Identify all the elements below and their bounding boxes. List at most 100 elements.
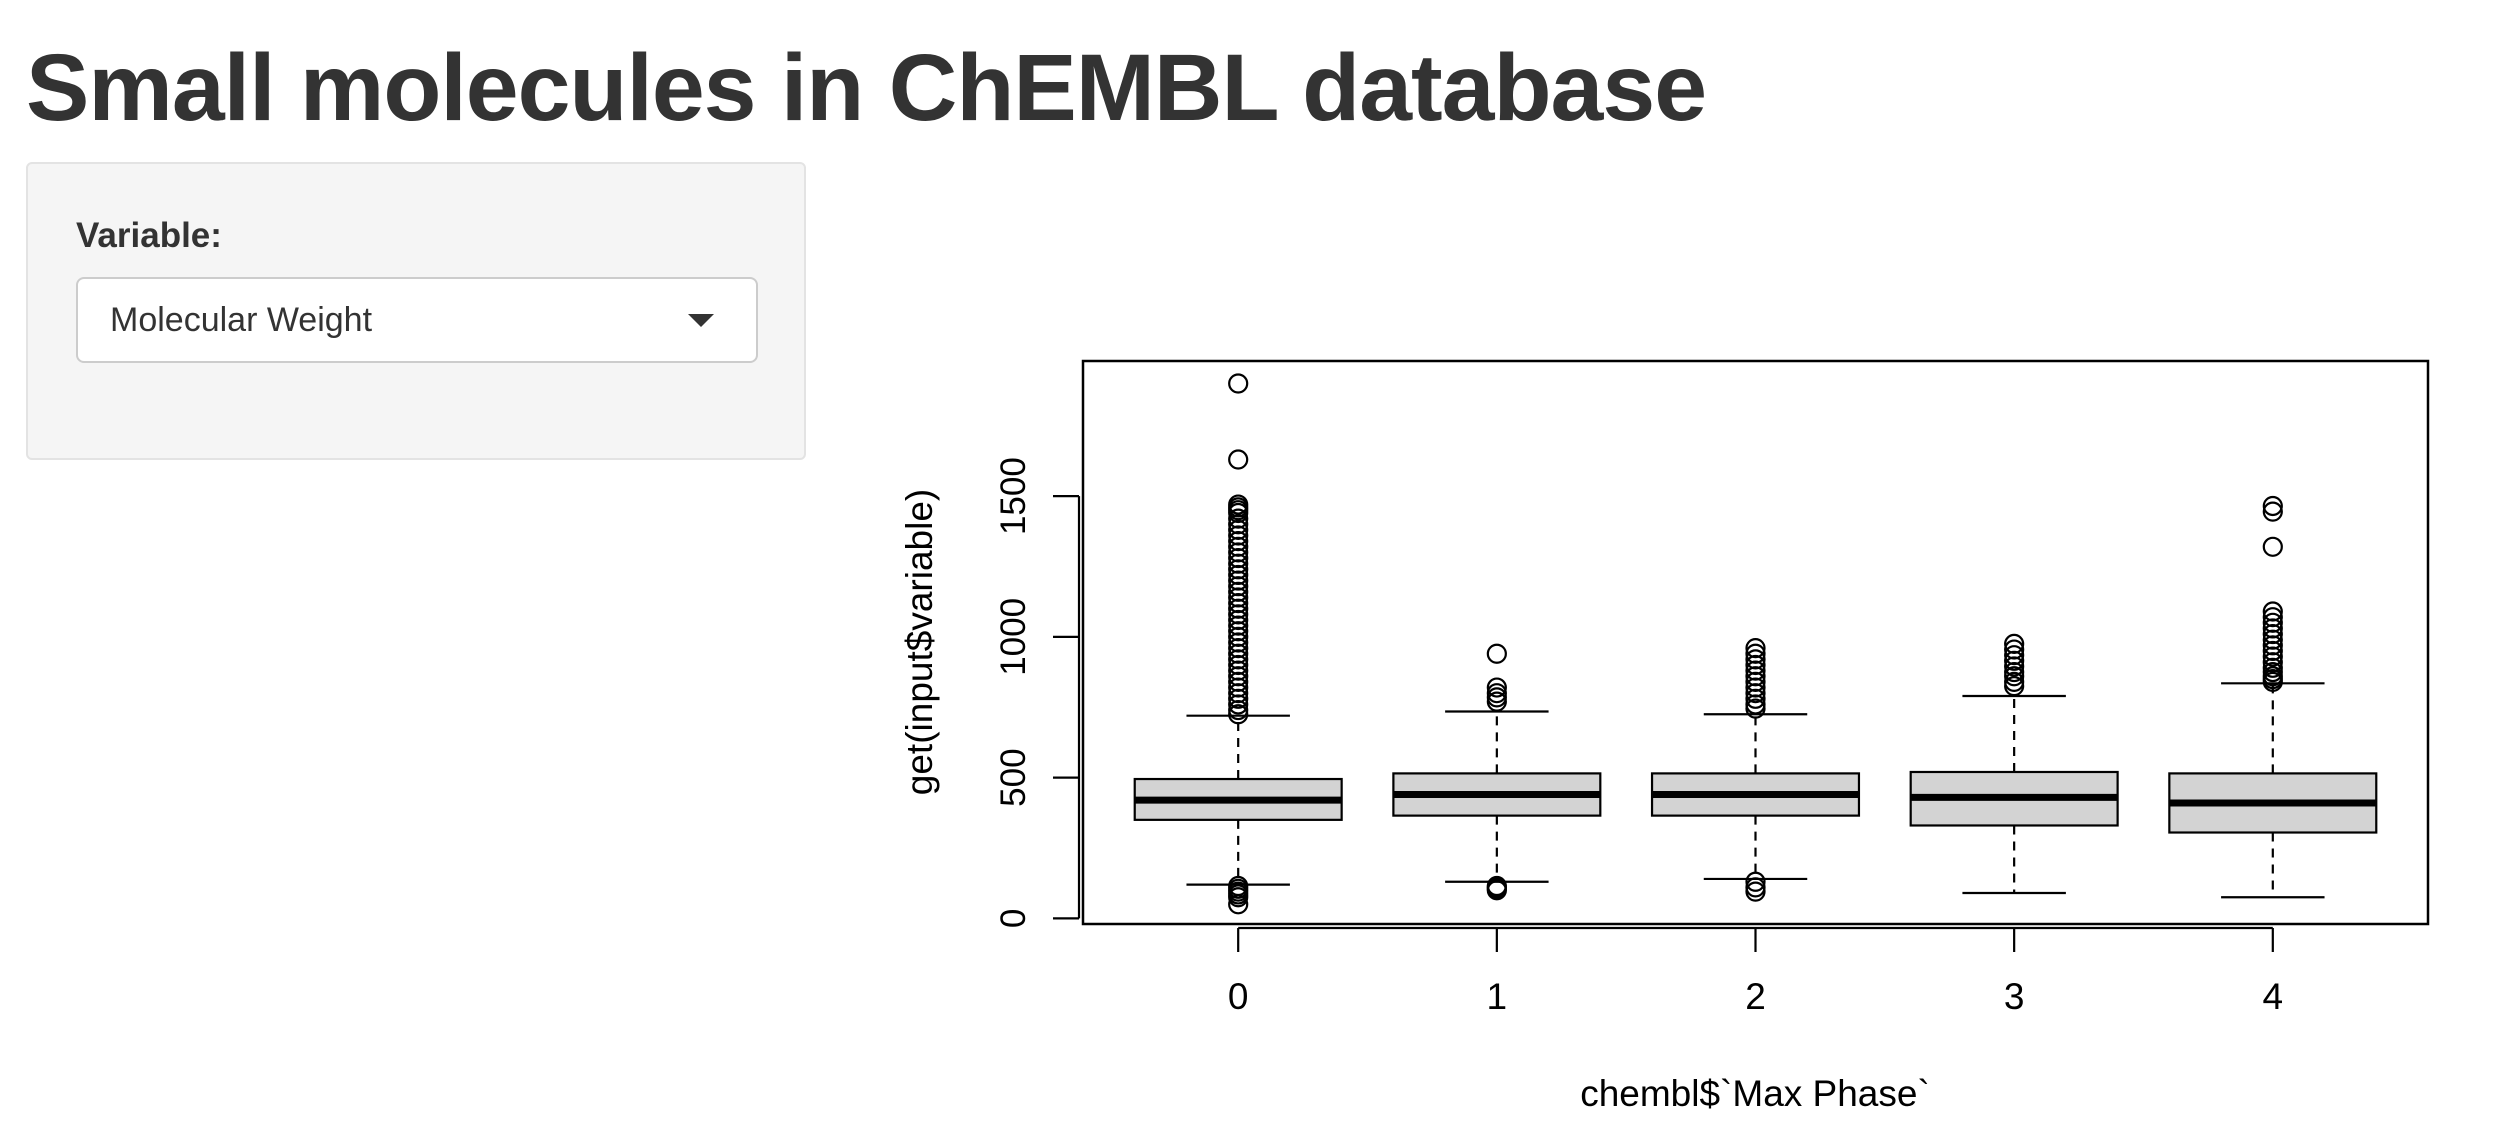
outlier-point <box>1228 609 1249 631</box>
outlier-point <box>1228 559 1249 580</box>
outlier-point <box>1228 666 1249 687</box>
outlier-point <box>1228 694 1249 715</box>
outlier-point <box>1228 531 1249 552</box>
outlier-point <box>1228 671 1249 693</box>
outlier-point <box>1228 704 1249 725</box>
outlier-point <box>2004 650 2025 671</box>
outlier-point <box>1745 881 1766 902</box>
outlier-point <box>1228 547 1249 569</box>
outlier-point <box>1228 508 1249 529</box>
outlier-point <box>2262 618 2283 639</box>
outlier-point <box>2004 676 2025 697</box>
outlier-point <box>1228 592 1249 614</box>
x-tick-label: 0 <box>1228 976 1249 1017</box>
outlier-point <box>1228 632 1249 653</box>
outlier-point <box>1228 519 1249 541</box>
outlier-point <box>2262 635 2283 656</box>
y-axis: 0 500 1000 1500 <box>994 457 1081 928</box>
outlier-point <box>1228 604 1249 625</box>
outlier-point <box>1228 887 1249 908</box>
outlier-point <box>1486 880 1507 901</box>
box-group-1 <box>1392 643 1602 901</box>
outlier-point <box>2262 629 2283 650</box>
x-tick-label: 4 <box>2263 976 2284 1017</box>
y-tick-label: 1000 <box>994 598 1033 676</box>
box-group-4 <box>2168 495 2378 899</box>
outlier-point <box>2004 645 2025 666</box>
caret-down-icon <box>688 314 714 327</box>
outlier-point <box>1745 666 1766 687</box>
variable-select-value: Molecular Weight <box>110 301 373 339</box>
box-group-3 <box>1909 633 2119 895</box>
outlier-point <box>1228 643 1249 664</box>
x-tick-label: 2 <box>1745 976 1766 1017</box>
x-axis: 0 1 2 3 4 <box>1228 926 2284 1017</box>
variable-select[interactable]: Molecular Weight <box>76 277 758 363</box>
outlier-point <box>1228 677 1249 698</box>
outlier-point <box>1228 449 1249 470</box>
outlier-point <box>2262 607 2283 628</box>
outlier-point <box>2262 501 2283 522</box>
outlier-point <box>1228 576 1249 597</box>
outlier-point <box>2262 612 2283 633</box>
outlier-point <box>1745 683 1766 704</box>
outlier-point <box>2004 633 2025 655</box>
outlier-point <box>1228 894 1249 915</box>
outlier-point <box>1228 553 1249 574</box>
outlier-point <box>1228 542 1249 563</box>
outlier-point <box>2004 666 2025 687</box>
outlier-point <box>1228 598 1249 619</box>
outlier-point <box>1486 643 1507 664</box>
outlier-point <box>1745 654 1766 676</box>
y-tick-label: 0 <box>994 909 1033 928</box>
outlier-point <box>1228 621 1249 642</box>
outlier-point <box>1486 677 1507 698</box>
outlier-point <box>1745 688 1766 709</box>
y-tick-label: 500 <box>994 748 1033 806</box>
y-tick-label: 1500 <box>994 457 1033 535</box>
outlier-point <box>2262 536 2283 557</box>
outlier-point <box>2262 623 2283 645</box>
page-title: Small molecules in ChEMBL database <box>26 35 1707 141</box>
sidebar-panel: Variable: Molecular Weight <box>26 162 806 460</box>
outlier-point <box>2262 495 2283 517</box>
chart-content <box>1133 373 2378 915</box>
outlier-point <box>1228 688 1249 709</box>
outlier-point <box>1228 525 1249 546</box>
outlier-point <box>1228 581 1249 602</box>
outlier-point <box>1745 871 1766 892</box>
outlier-point <box>2004 639 2025 660</box>
outlier-point <box>1745 649 1766 670</box>
outlier-point <box>1228 514 1249 535</box>
outlier-point <box>1228 615 1249 636</box>
outlier-point <box>1228 502 1249 524</box>
x-axis-label: chembl$`Max Phase` <box>1580 1073 1930 1114</box>
outlier-point <box>1745 698 1766 719</box>
box-group-0 <box>1133 373 1343 915</box>
outlier-point <box>1745 660 1766 681</box>
outlier-point <box>2262 652 2283 673</box>
x-tick-label: 1 <box>1487 976 1508 1017</box>
outlier-point <box>1228 373 1249 394</box>
outlier-point <box>1228 649 1249 670</box>
box-group-2 <box>1650 638 1861 902</box>
plot-frame <box>1081 359 2430 926</box>
outlier-point <box>1228 570 1249 591</box>
outlier-point <box>1228 564 1249 586</box>
outlier-point <box>2262 601 2283 622</box>
outlier-point <box>1486 691 1507 712</box>
outlier-point <box>1745 638 1766 659</box>
y-axis-label: get(input$variable) <box>899 489 940 795</box>
outlier-point <box>1228 683 1249 704</box>
outlier-point <box>1745 677 1766 698</box>
outlier-point <box>1745 671 1766 693</box>
outlier-point <box>2262 646 2283 667</box>
variable-label: Variable: <box>76 216 222 255</box>
outlier-point <box>2004 656 2025 677</box>
outlier-point <box>1228 536 1249 557</box>
outlier-point <box>1228 587 1249 608</box>
outlier-point <box>2262 671 2283 693</box>
outlier-point <box>1228 660 1249 681</box>
outlier-point <box>2262 640 2283 662</box>
